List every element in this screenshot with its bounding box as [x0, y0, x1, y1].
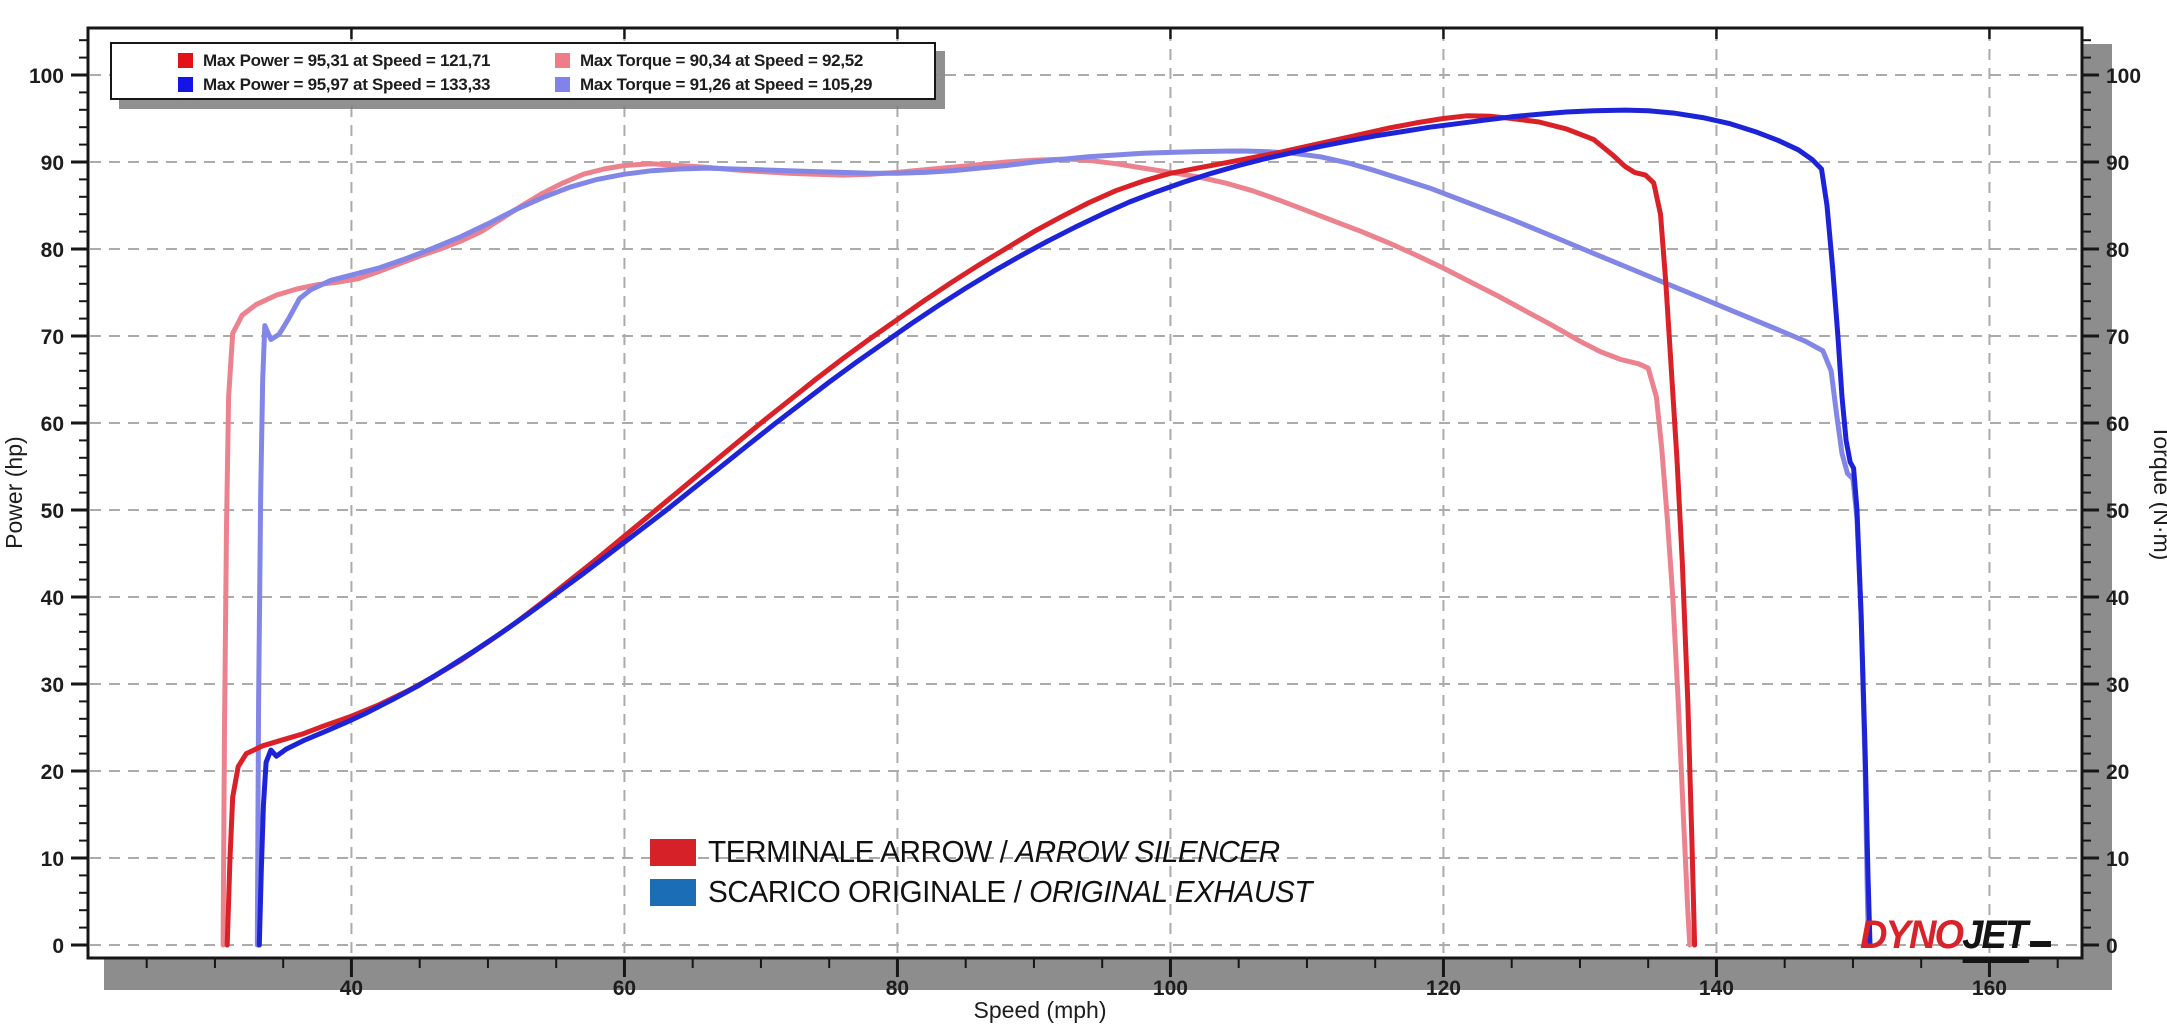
tick-label: 60 — [613, 977, 636, 1000]
tick-label: 100 — [29, 65, 64, 88]
tick-label: 20 — [41, 761, 64, 784]
tick-label: 80 — [886, 977, 909, 1000]
dynojet-logo-jet: JET — [1962, 913, 2030, 963]
original-name-english: ORIGINAL EXHAUST — [1029, 874, 1312, 909]
original-power-swatch — [178, 77, 193, 92]
plot-background — [88, 28, 2082, 958]
tick-label: 20 — [2106, 761, 2129, 784]
original-max-power: Max Power = 95,97 at Speed = 133,33 — [203, 75, 491, 94]
tick-label: 10 — [2106, 848, 2129, 871]
tick-label: 30 — [41, 674, 64, 697]
arrow-max-power: Max Power = 95,31 at Speed = 121,71 — [203, 51, 491, 70]
curve-arrow-silencer-torque — [220, 156, 1693, 948]
torque-axis-title: Torque (N·m) — [2149, 425, 2167, 560]
dynojet-logo-bar — [2029, 941, 2051, 947]
arrow-name-english: ARROW SILENCER — [1015, 834, 1280, 869]
original-torque-swatch — [555, 77, 570, 92]
arrow-power-swatch — [178, 53, 193, 68]
arrow-max-torque: Max Torque = 90,34 at Speed = 92,52 — [580, 51, 864, 70]
tick-label: 0 — [52, 935, 64, 958]
tick-label: 60 — [2106, 413, 2129, 436]
tick-label: 50 — [2106, 500, 2129, 523]
arrow-divider: / — [991, 834, 1016, 869]
legend-row-original: Max Power = 95,97 at Speed = 133,33 Max T… — [112, 73, 934, 97]
tick-label: 100 — [1153, 977, 1188, 1000]
tick-label: 70 — [2106, 326, 2129, 349]
tick-label: 70 — [41, 326, 64, 349]
legend-item-arrow: TERMINALE ARROW / ARROW SILENCER — [650, 833, 1337, 871]
legend-item-original: SCARICO ORIGINALE / ORIGINAL EXHAUST — [650, 873, 1337, 911]
legend-row-arrow: Max Power = 95,31 at Speed = 121,71 Max T… — [112, 49, 934, 73]
tick-label: 40 — [2106, 587, 2129, 610]
original-divider: / — [1005, 874, 1030, 909]
tick-label: 100 — [2106, 65, 2141, 88]
tick-label: 30 — [2106, 674, 2129, 697]
arrow-torque-swatch — [555, 53, 570, 68]
curve-original-exhaust-power — [256, 107, 1873, 948]
tick-label: 80 — [41, 239, 64, 262]
dynojet-logo: DYNOJET — [1860, 913, 2051, 963]
dynojet-logo-dyno: DYNO — [1860, 913, 1964, 957]
tick-label: 40 — [41, 587, 64, 610]
tick-label: 90 — [2106, 152, 2129, 175]
tick-label: 80 — [2106, 239, 2129, 262]
tick-label: 10 — [41, 848, 64, 871]
tick-label: 60 — [41, 413, 64, 436]
tick-label: 0 — [2106, 935, 2118, 958]
original-label: SCARICO ORIGINALE / ORIGINAL EXHAUST — [708, 874, 1312, 910]
tick-label: 140 — [1699, 977, 1734, 1000]
original-name: SCARICO ORIGINALE — [708, 874, 1006, 909]
arrow-name: TERMINALE ARROW — [708, 834, 992, 869]
arrow-label: TERMINALE ARROW / ARROW SILENCER — [708, 834, 1280, 870]
original-color-swatch — [650, 878, 696, 906]
tick-label: 40 — [340, 977, 363, 1000]
curve-original-exhaust-torque — [254, 148, 1872, 948]
original-max-torque: Max Torque = 91,26 at Speed = 105,29 — [580, 75, 873, 94]
tick-label: 120 — [1426, 977, 1461, 1000]
max-values-legend: Max Power = 95,31 at Speed = 121,71 Max T… — [110, 42, 936, 100]
power-axis-title: Power (hp) — [1, 436, 27, 548]
tick-label: 50 — [41, 500, 64, 523]
speed-axis-title: Speed (mph) — [974, 997, 1107, 1023]
series-legend: TERMINALE ARROW / ARROW SILENCER SCARICO… — [650, 833, 1337, 913]
tick-label: 90 — [41, 152, 64, 175]
tick-label: 160 — [1972, 977, 2007, 1000]
arrow-color-swatch — [650, 838, 696, 866]
